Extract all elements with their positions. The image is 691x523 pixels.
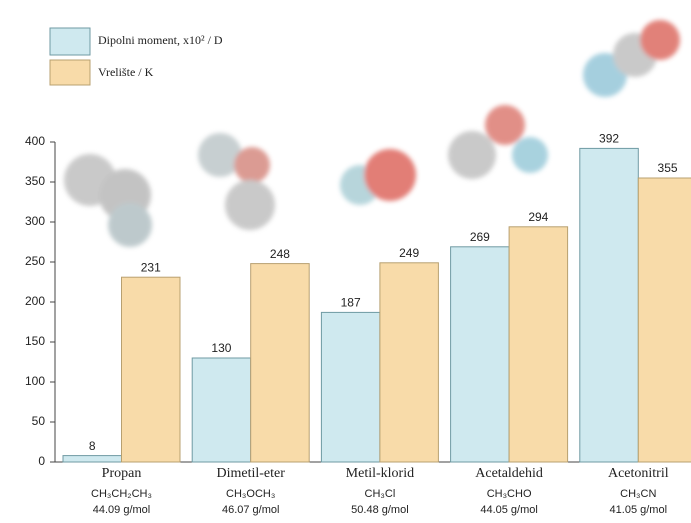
bar — [450, 246, 510, 463]
molecule — [640, 20, 680, 60]
y-tick-label: 100 — [25, 374, 45, 388]
bar — [508, 226, 569, 463]
x-tick-label: Acetaldehid — [475, 466, 543, 481]
value-label: 355 — [658, 161, 678, 175]
y-tick-label: 350 — [25, 174, 45, 188]
value-label: 187 — [341, 296, 361, 310]
molecule — [234, 147, 270, 183]
molar-mass: 46.07 g/mol — [222, 504, 279, 516]
bar — [250, 263, 310, 463]
molar-mass: 41.05 g/mol — [610, 504, 667, 516]
bar — [320, 311, 381, 463]
legend-swatch — [49, 27, 91, 56]
molecule — [108, 203, 152, 247]
bar — [637, 177, 691, 463]
molar-mass: 50.48 g/mol — [351, 504, 408, 516]
value-label: 248 — [270, 247, 290, 261]
legend-label: Vrelište / K — [98, 65, 154, 79]
molecule — [225, 180, 275, 230]
y-tick-label: 50 — [32, 414, 46, 428]
x-tick-label: Dimetil-eter — [216, 466, 285, 481]
molecule — [448, 131, 496, 179]
formula: CH₃OCH₃ — [226, 488, 275, 500]
molar-mass: 44.05 g/mol — [480, 504, 537, 516]
x-tick-label: Metil-klorid — [346, 466, 414, 481]
formula: CH₃CHO — [487, 488, 532, 500]
value-label: 130 — [211, 341, 231, 355]
x-tick-label: Acetonitril — [608, 466, 669, 481]
y-tick-label: 400 — [25, 134, 45, 148]
bar — [62, 455, 122, 463]
molar-mass: 44.09 g/mol — [93, 504, 150, 516]
value-label: 269 — [470, 230, 490, 244]
molecule — [485, 105, 525, 145]
value-label: 8 — [89, 439, 96, 453]
molecule — [512, 137, 548, 173]
y-tick-label: 0 — [38, 454, 45, 468]
value-label: 294 — [528, 210, 548, 224]
value-label: 392 — [599, 132, 619, 146]
formula: CH₃Cl — [365, 488, 396, 500]
value-label: 249 — [399, 246, 419, 260]
y-tick-label: 250 — [25, 254, 45, 268]
formula: CH₃CH₂CH₃ — [91, 488, 152, 500]
bar — [379, 262, 439, 463]
molecule — [364, 149, 416, 201]
x-tick-label: Propan — [102, 466, 142, 481]
molecule — [198, 133, 242, 177]
legend-label: Dipolni moment, x10² / D — [98, 33, 223, 47]
bar — [121, 276, 181, 463]
legend-swatch — [49, 59, 91, 86]
formula: CH₃CN — [620, 488, 656, 500]
y-tick-label: 150 — [25, 334, 45, 348]
bar — [579, 147, 639, 463]
value-label: 231 — [141, 260, 161, 274]
y-tick-label: 300 — [25, 214, 45, 228]
y-tick-label: 200 — [25, 294, 45, 308]
bar — [191, 357, 252, 463]
molecule-illustrations — [64, 20, 680, 247]
